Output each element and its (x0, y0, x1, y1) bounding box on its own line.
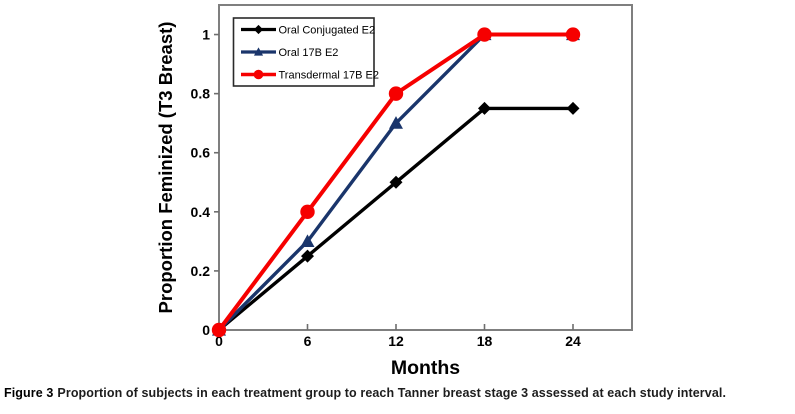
y-tick-label-0.4: 0.4 (191, 204, 211, 220)
series-marker-transdermal-17b-e2-18 (477, 27, 492, 42)
legend-label-oral-conjugated-e2: Oral Conjugated E2 (279, 25, 376, 37)
y-tick-label-0.6: 0.6 (191, 145, 211, 161)
y-tick-label-0.2: 0.2 (191, 263, 211, 279)
legend-item-oral-conjugated-e2: Oral Conjugated E2 (241, 25, 375, 37)
series-marker-oral-conjugated-e2-12 (389, 175, 403, 189)
legend-label-transdermal-17b-e2: Transdermal 17B E2 (279, 70, 379, 82)
series-oral-conjugated-e2 (212, 101, 580, 337)
x-tick-label-24: 24 (565, 333, 581, 349)
series-marker-oral-conjugated-e2-24 (566, 101, 580, 115)
plot-frame (218, 4, 633, 331)
series-marker-transdermal-17b-e2-0 (211, 322, 227, 338)
figure-caption: Figure 3 Proportion of subjects in each t… (4, 386, 790, 401)
series-marker-oral-conjugated-e2-18 (478, 101, 491, 115)
legend-item-transdermal-17b-e2: Transdermal 17B E2 (241, 70, 379, 82)
legend-swatch-marker-transdermal-17b-e2 (253, 69, 264, 80)
y-tick-label-0: 0 (202, 322, 210, 338)
x-tick-label-12: 12 (388, 333, 404, 349)
series-marker-oral-conjugated-e2-6 (301, 249, 314, 263)
series-marker-oral-17b-e2-6 (300, 234, 315, 247)
y-axis-title: Proportion Feminized (T3 Breast) (155, 22, 176, 314)
series-marker-transdermal-17b-e2-6 (300, 204, 315, 220)
legend: Oral Conjugated E2 Oral 17B E2 Transdermal… (232, 17, 379, 87)
x-tick-label-18: 18 (477, 333, 493, 349)
series-line-oral-conjugated-e2 (217, 106, 575, 332)
series-transdermal-17b-e2 (211, 27, 581, 338)
series-marker-oral-17b-e2-12 (389, 116, 403, 129)
x-tick-label-6: 6 (304, 333, 312, 349)
x-axis-title: Months (391, 357, 460, 379)
x-tick-label-0: 0 (215, 333, 223, 349)
figure-caption-label: Figure 3 (4, 386, 54, 400)
legend-item-oral-17b-e2: Oral 17B E2 (241, 47, 338, 59)
legend-swatch-marker-oral-conjugated-e2 (253, 24, 264, 35)
y-tick-label-1: 1 (202, 27, 210, 43)
legend-label-oral-17b-e2: Oral 17B E2 (279, 47, 339, 59)
series-marker-transdermal-17b-e2-24 (565, 27, 581, 42)
chart-canvas: 0 0.2 0.4 0.6 0.8 1 0 6 12 18 24 Proportion Feminiz… (155, 4, 633, 379)
y-tick-label-0.8: 0.8 (191, 86, 211, 102)
series-marker-transdermal-17b-e2-12 (388, 86, 404, 101)
figure-caption-text: Proportion of subjects in each treatment… (57, 386, 727, 400)
legend-swatch-marker-oral-17b-e2 (253, 47, 264, 56)
